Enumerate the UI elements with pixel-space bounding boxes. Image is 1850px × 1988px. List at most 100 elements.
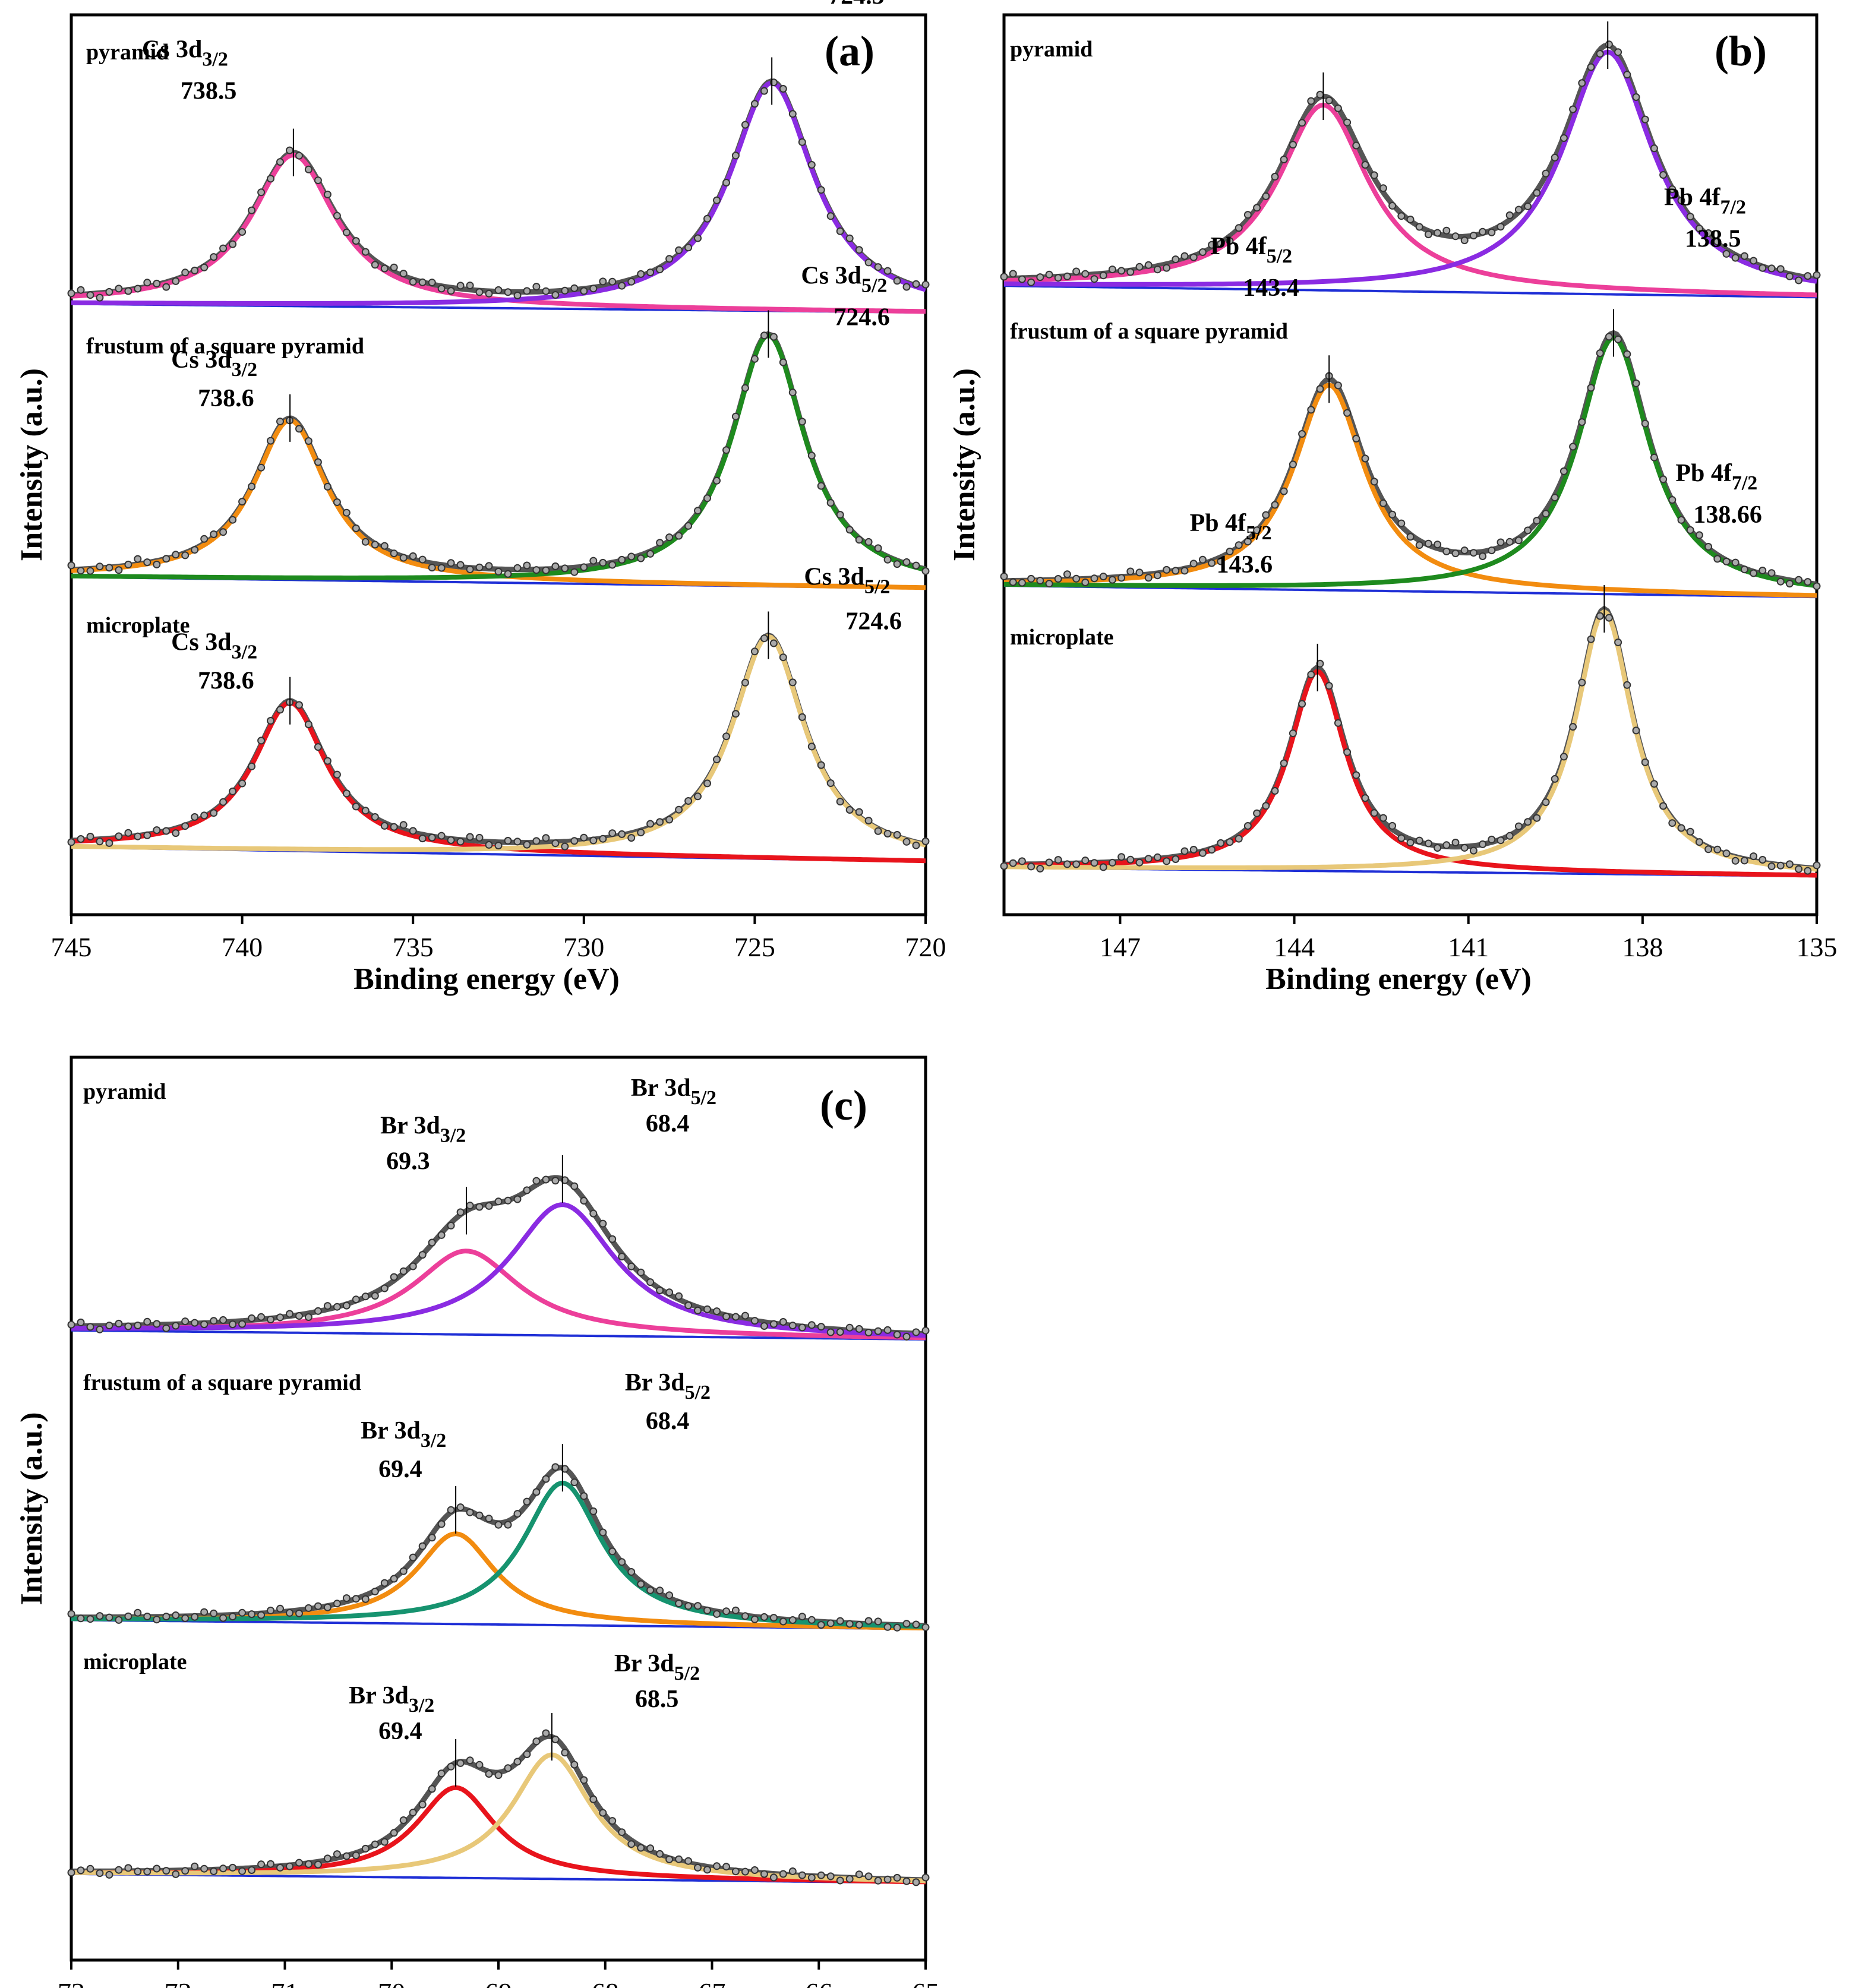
data-point (656, 818, 664, 826)
envelope-line (1004, 605, 1817, 871)
data-point (1072, 574, 1081, 583)
data-point (1569, 443, 1577, 451)
data-point (798, 1323, 806, 1332)
data-point (1551, 775, 1559, 783)
data-point (485, 1770, 493, 1778)
data-point (788, 678, 797, 687)
data-point (921, 567, 930, 575)
data-point (893, 1873, 901, 1882)
data-point (570, 1478, 579, 1487)
peak-line (71, 80, 927, 306)
data-point (257, 188, 266, 197)
data-point (1659, 802, 1668, 810)
data-point (295, 1859, 303, 1867)
data-point (361, 1595, 370, 1603)
data-point (1253, 526, 1261, 535)
data-point (713, 1307, 721, 1316)
data-point (637, 554, 645, 562)
data-point (551, 839, 560, 848)
data-point (342, 1594, 351, 1603)
data-point (361, 248, 370, 256)
peak-line (1004, 382, 1817, 598)
data-point (1451, 549, 1460, 558)
data-point (1198, 248, 1207, 256)
data-point (1262, 192, 1270, 200)
data-point (1641, 115, 1649, 124)
data-point (874, 827, 882, 835)
data-point (1722, 849, 1731, 858)
data-point (760, 87, 768, 95)
x-tick-label: 67 (699, 1977, 726, 1988)
data-point (172, 829, 180, 837)
data-point (1063, 272, 1071, 280)
data-point (637, 1268, 645, 1276)
data-point (656, 266, 664, 274)
data-point (1298, 430, 1306, 438)
data-point (561, 1465, 569, 1473)
data-point (456, 1759, 465, 1767)
data-point (1397, 834, 1406, 842)
data-point (902, 283, 911, 291)
data-point (627, 1262, 636, 1270)
data-point (96, 562, 104, 571)
data-point (912, 280, 920, 288)
data-point (817, 1871, 825, 1879)
data-point (1027, 862, 1036, 871)
data-point (504, 836, 512, 845)
data-point (1153, 266, 1161, 274)
data-point (1569, 723, 1577, 731)
series-2: Cs 3d3/2 738.6 Cs 3d5/2 724.6 microplate (67, 563, 930, 864)
data-point (105, 1322, 113, 1330)
data-point (418, 555, 427, 564)
peak-label: Pb 4f7/2 (1664, 184, 1746, 218)
peak-line (1003, 102, 1817, 298)
x-tick-label: 135 (1797, 932, 1838, 962)
data-point (1081, 856, 1090, 865)
data-point (153, 279, 161, 287)
data-point (1099, 271, 1107, 280)
data-point (143, 1867, 151, 1876)
data-point (1650, 144, 1658, 153)
data-point (504, 570, 512, 578)
data-point (750, 1615, 759, 1623)
data-point (798, 418, 806, 426)
data-point (1533, 189, 1541, 197)
data-point (570, 837, 579, 845)
data-point (1578, 79, 1586, 87)
panel-a: 745 740 735 730 725 720 Binding energy (eV) Int… (15, 0, 946, 996)
data-point (77, 286, 85, 294)
data-point (580, 833, 588, 842)
data-point (342, 1301, 351, 1310)
data-point (1813, 271, 1821, 279)
data-point (1759, 264, 1767, 272)
data-point (513, 837, 522, 846)
data-point (304, 165, 312, 173)
data-point (684, 797, 693, 805)
data-point (788, 1322, 797, 1330)
data-point (580, 1197, 588, 1205)
data-point (191, 266, 199, 274)
data-point (855, 246, 863, 254)
data-point (1316, 90, 1324, 99)
data-point (1505, 211, 1514, 219)
data-point (656, 539, 664, 547)
data-point (1587, 63, 1595, 71)
data-point (1605, 40, 1613, 49)
data-point (1361, 161, 1369, 169)
data-point (1514, 536, 1523, 545)
data-point (627, 277, 636, 286)
data-point (456, 282, 465, 290)
data-point (788, 1867, 797, 1875)
data-point (1253, 204, 1261, 212)
data-point (257, 1611, 266, 1619)
data-point (874, 1617, 882, 1626)
data-point (1750, 569, 1758, 577)
data-point (836, 1876, 844, 1885)
data-point (817, 1323, 825, 1331)
data-point (229, 1320, 237, 1329)
data-point (1533, 517, 1541, 525)
data-point (134, 285, 142, 293)
peak-value: 143.4 (1243, 274, 1299, 302)
data-point (1759, 856, 1767, 864)
data-point (1551, 494, 1559, 502)
